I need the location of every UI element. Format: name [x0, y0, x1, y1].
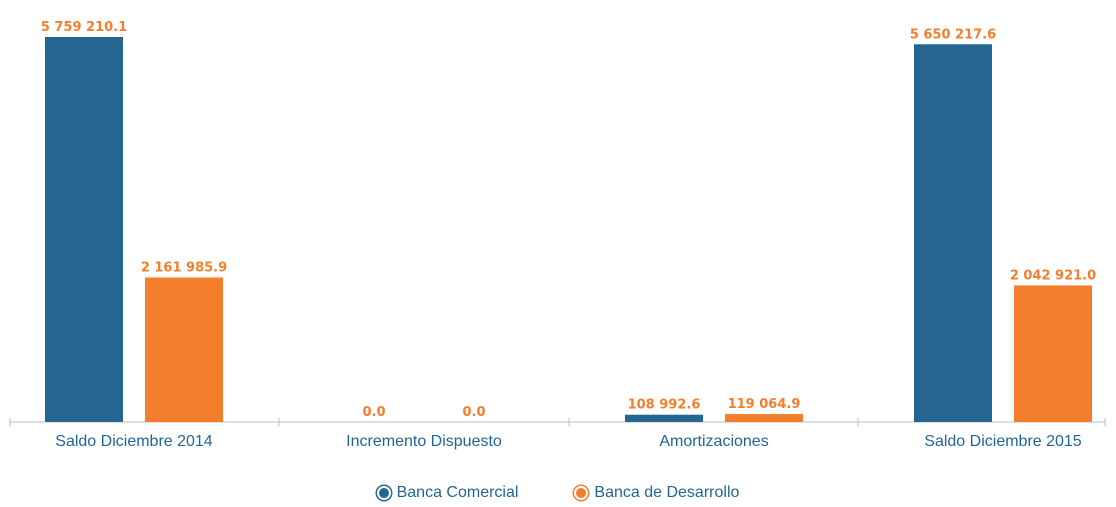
bar-banca-de-desarrollo-saldo-diciembre-2015: [1014, 285, 1092, 422]
data-labels: 5 759 210.1 2 161 985.9 0.0 0.0 108 992.6 119…: [41, 20, 1096, 420]
data-label: 5 650 217.6: [910, 27, 996, 42]
data-label: 108 992.6: [628, 398, 701, 413]
category-label: Saldo Diciembre 2014: [55, 433, 213, 450]
legend-item-banca-de-desarrollo[interactable]: Banca de Desarrollo: [574, 484, 739, 502]
bar-banca-comercial-saldo-diciembre-2015: [914, 44, 992, 423]
legend-marker-icon: [376, 486, 391, 500]
category-label: Incremento Dispuesto: [346, 433, 502, 450]
legend-item-banca-comercial[interactable]: Banca Comercial: [376, 484, 519, 502]
data-label: 0.0: [362, 405, 385, 420]
bars: [45, 37, 1092, 423]
data-label: 0.0: [462, 405, 485, 420]
bar-chart: 5 759 210.1 2 161 985.9 0.0 0.0 108 992.6 119…: [9, 20, 1106, 450]
bar-banca-comercial-saldo-diciembre-2014: [45, 37, 123, 422]
bar-banca-de-desarrollo-amortizaciones: [725, 414, 803, 422]
category-labels: Saldo Diciembre 2014 Incremento Dispuesto…: [55, 433, 1082, 450]
data-label: 2 161 985.9: [141, 260, 227, 275]
legend: Banca Comercial Banca de Desarrollo: [0, 484, 1116, 502]
category-label: Amortizaciones: [659, 433, 768, 450]
data-label: 5 759 210.1: [41, 20, 127, 35]
bar-banca-comercial-amortizaciones: [625, 414, 703, 422]
category-label: Saldo Diciembre 2015: [924, 433, 1082, 450]
legend-marker-icon: [574, 486, 589, 500]
data-label: 119 064.9: [728, 397, 801, 412]
data-label: 2 042 921.0: [1010, 268, 1096, 283]
bar-banca-de-desarrollo-saldo-diciembre-2014: [145, 277, 223, 422]
legend-label: Banca Comercial: [396, 484, 519, 501]
legend-label: Banca de Desarrollo: [594, 484, 740, 501]
